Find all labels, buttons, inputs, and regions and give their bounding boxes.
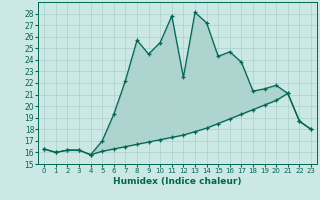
X-axis label: Humidex (Indice chaleur): Humidex (Indice chaleur) bbox=[113, 177, 242, 186]
